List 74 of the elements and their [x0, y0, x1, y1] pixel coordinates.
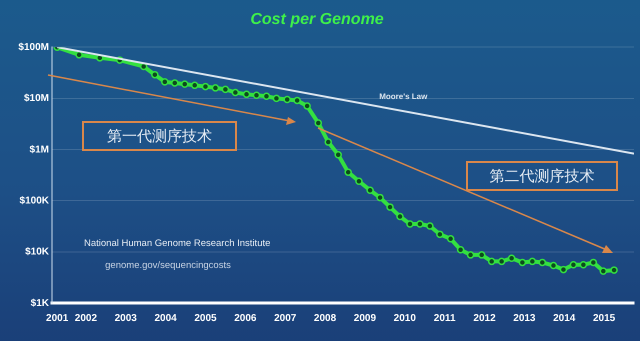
point	[262, 92, 270, 100]
point	[560, 266, 568, 274]
x-tick-label: 2011	[434, 312, 456, 324]
point	[478, 251, 486, 259]
x-tick-label: 2010	[394, 312, 416, 324]
y-tick-label: $10M	[24, 93, 49, 104]
x-tick-label: 2014	[553, 312, 576, 324]
point	[171, 79, 179, 87]
point	[334, 151, 342, 159]
x-tick-label: 2006	[234, 312, 257, 324]
x-tick-label: 2001	[46, 312, 69, 324]
point	[222, 86, 230, 94]
y-tick-label: $10K	[25, 246, 50, 258]
point	[416, 220, 424, 228]
point	[570, 260, 578, 268]
point	[202, 82, 210, 90]
annotation: National Human Genome Research Institute	[83, 236, 270, 250]
point	[303, 102, 311, 110]
point	[550, 262, 558, 270]
point	[376, 194, 384, 202]
y-tick-label: $100M	[18, 42, 49, 53]
point	[610, 266, 618, 274]
point	[528, 258, 536, 266]
point	[344, 168, 352, 176]
point	[242, 90, 250, 98]
point	[590, 258, 598, 266]
x-tick-label: 2013	[513, 312, 536, 324]
point	[190, 82, 198, 90]
x-tick-label: 2004	[154, 312, 178, 324]
x-tick-label: 2015	[592, 312, 616, 324]
x-tick-label: 2008	[314, 312, 337, 324]
x-tick-label: 2003	[114, 312, 138, 324]
point	[508, 254, 516, 262]
point	[436, 230, 444, 238]
point	[366, 186, 374, 194]
x-tick-label: 2009	[354, 312, 376, 324]
point	[151, 70, 159, 78]
annotation: 第二代测序技术	[466, 161, 618, 191]
point	[293, 96, 301, 104]
point	[314, 119, 322, 127]
point	[456, 246, 464, 254]
y-tick-label: $1M	[30, 144, 49, 156]
x-tick-label: 2002	[74, 312, 98, 324]
point	[324, 138, 332, 146]
point	[283, 96, 291, 104]
point	[488, 258, 496, 266]
point	[580, 260, 588, 268]
point	[426, 222, 434, 230]
point	[252, 92, 260, 100]
point	[498, 258, 506, 266]
chart-title: Cost per Genome	[250, 11, 384, 28]
point	[446, 235, 454, 243]
series-label: Moore's Law	[379, 92, 428, 102]
annotation: genome.gov/sequencingcosts	[104, 258, 232, 272]
point	[75, 51, 83, 59]
x-tick-label: 2007	[274, 312, 297, 324]
point	[212, 84, 220, 92]
x-tick-label: 2005	[194, 312, 218, 324]
point	[600, 267, 608, 275]
y-tick-label: $100K	[20, 195, 50, 206]
point	[466, 251, 474, 259]
point	[538, 258, 546, 266]
point	[180, 80, 188, 88]
y-tick-label: $1K	[30, 298, 50, 309]
point	[355, 177, 363, 185]
point	[406, 220, 414, 228]
point	[396, 212, 404, 220]
point	[386, 203, 394, 211]
point	[232, 88, 240, 96]
annotation: 第一代测序技术	[82, 121, 237, 151]
x-tick-label: 2012	[473, 312, 496, 324]
point	[272, 94, 280, 102]
point	[161, 78, 169, 86]
point	[518, 258, 526, 266]
